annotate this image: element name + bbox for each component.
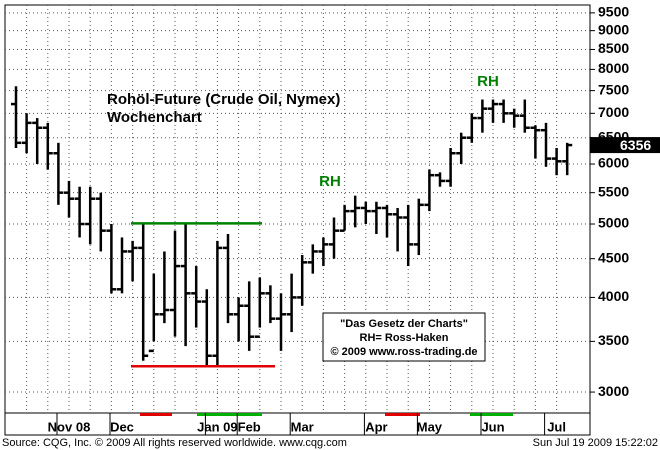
timestamp: Sun Jul 19 2009 15:22:02 bbox=[533, 437, 658, 449]
y-tick-label: 8500 bbox=[598, 40, 629, 56]
y-tick-label: 5000 bbox=[598, 215, 629, 231]
annotation: RH bbox=[477, 73, 499, 90]
y-tick-label: 9000 bbox=[598, 21, 629, 37]
annotation: RH bbox=[319, 173, 341, 190]
x-tick-label: May bbox=[417, 419, 443, 434]
chart-subtitle: Wochenchart bbox=[107, 109, 202, 126]
strip-segment bbox=[470, 413, 513, 416]
x-tick-label: Nov 08 bbox=[48, 419, 91, 434]
x-axis-strip bbox=[4, 412, 591, 436]
last-price-box bbox=[590, 137, 660, 154]
y-tick-label: 3500 bbox=[598, 332, 629, 348]
info-box bbox=[322, 312, 486, 362]
x-tick-label: Feb bbox=[238, 419, 261, 434]
x-tick-label: Jul bbox=[547, 419, 566, 434]
box-text: "Das Gesetz der Charts" bbox=[340, 318, 468, 330]
x-tick-label: Apr bbox=[365, 419, 387, 434]
y-tick-label: 6000 bbox=[598, 155, 629, 171]
y-tick-label: 4500 bbox=[598, 249, 629, 265]
y-tick-label: 7500 bbox=[598, 81, 629, 97]
y-tick-label: 8000 bbox=[598, 60, 629, 76]
x-tick-label: Jan 09 bbox=[197, 419, 237, 434]
box-text: RH= Ross-Haken bbox=[360, 332, 449, 344]
box-text: © 2009 www.ross-trading.de bbox=[330, 346, 477, 358]
x-tick-label: Jun bbox=[481, 419, 504, 434]
y-tick-label: 9500 bbox=[598, 4, 629, 20]
strip-segment bbox=[197, 413, 262, 416]
y-tick-label: 3000 bbox=[598, 383, 629, 399]
x-tick-label: Mar bbox=[291, 419, 314, 434]
x-tick-label: Dec bbox=[110, 419, 134, 434]
y-tick-label: 5500 bbox=[598, 183, 629, 199]
strip-segment bbox=[385, 413, 420, 416]
strip-segment bbox=[140, 413, 172, 416]
last-price-label: 6356 bbox=[620, 137, 651, 153]
y-tick-label: 4000 bbox=[598, 288, 629, 304]
marks bbox=[11, 86, 573, 368]
chart-title: Rohöl-Future (Crude Oil, Nymex) bbox=[107, 91, 340, 108]
source: Source: CQG, Inc. © 2009 All rights rese… bbox=[2, 437, 347, 449]
y-tick-label: 7000 bbox=[598, 104, 629, 120]
